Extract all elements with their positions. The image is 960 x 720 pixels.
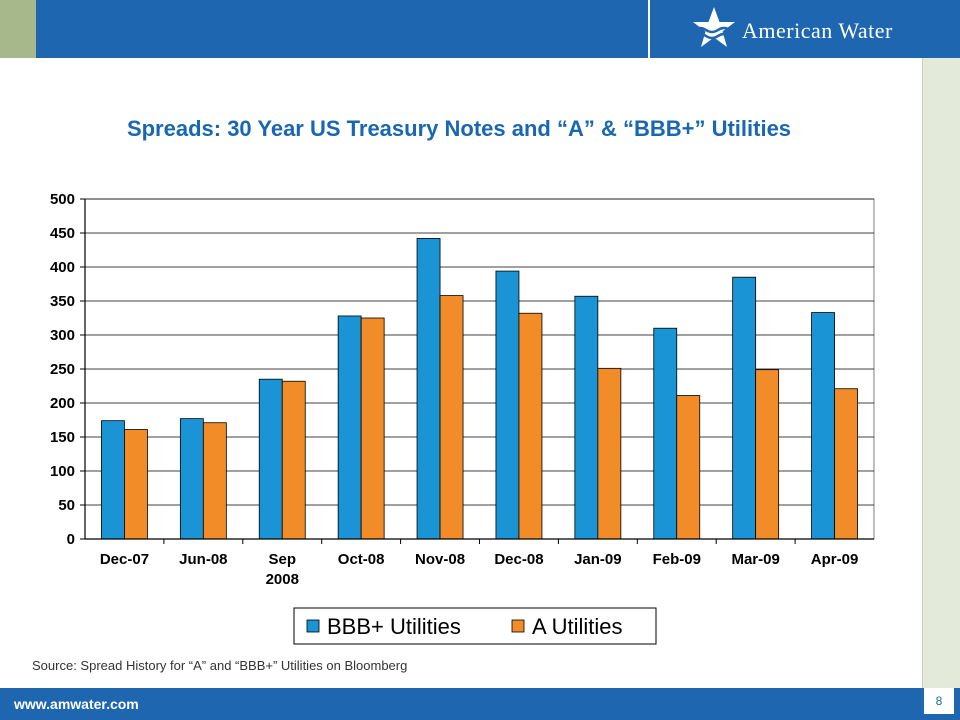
x-tick-label-line: Dec-08 xyxy=(494,551,543,568)
y-tick-label: 500 xyxy=(50,191,75,208)
side-strip xyxy=(922,58,960,688)
bar-a-utilities xyxy=(597,367,622,540)
bar-a-utilities xyxy=(834,388,858,540)
header-accent-block xyxy=(0,0,36,58)
x-tick-label-line: Jun-08 xyxy=(179,551,227,568)
bar-a-utilities xyxy=(124,429,148,540)
legend: BBB+ Utilities A Utilities xyxy=(293,607,657,645)
y-tick-label: 0 xyxy=(67,531,75,548)
website-link[interactable]: www.amwater.com xyxy=(14,696,139,712)
y-tick-label: 250 xyxy=(50,361,75,378)
x-tick-label-line: 2008 xyxy=(266,571,299,588)
y-tick-label: 50 xyxy=(58,497,75,514)
y-tick-label: 350 xyxy=(50,293,75,310)
x-tick-label: Jan-09 xyxy=(574,551,622,568)
logo-text: American Water xyxy=(742,18,893,43)
y-tick-label: 100 xyxy=(50,463,75,480)
bar-bbb-utilities xyxy=(337,315,362,540)
bar-bbb-utilities xyxy=(258,378,283,540)
page-number: 8 xyxy=(924,688,954,714)
footer-bar: www.amwater.com 8 xyxy=(0,688,960,720)
bar-chart: 0 50 100 150 200 250 300 350 400 450 500 Dec-07 Jun-… xyxy=(50,191,875,645)
bar-a-utilities xyxy=(202,422,227,540)
y-tick-label: 200 xyxy=(50,395,75,412)
x-tick-label: Sep 2008 xyxy=(266,551,299,588)
source-note: Source: Spread History for “A” and “BBB+… xyxy=(32,658,408,673)
star-water-icon xyxy=(693,7,735,47)
bar-a-utilities xyxy=(360,317,385,540)
bar-bbb-utilities xyxy=(101,420,125,540)
logo: American Water xyxy=(648,0,960,58)
x-tick-label: Dec-07 xyxy=(100,551,149,568)
y-tick-label: 300 xyxy=(50,327,75,344)
x-tick-label-line: Nov-08 xyxy=(415,551,465,568)
x-tick-label: Dec-08 xyxy=(494,551,543,568)
bar-bbb-utilities xyxy=(653,327,678,540)
x-tick-label-line: Sep xyxy=(268,551,296,568)
x-tick-label-line: Dec-07 xyxy=(100,551,149,568)
bar-bbb-utilities xyxy=(732,276,757,540)
x-tick-label: Feb-09 xyxy=(653,551,701,568)
chart-title: Spreads: 30 Year US Treasury Notes and “… xyxy=(126,116,792,141)
x-tick-label: Nov-08 xyxy=(415,551,465,568)
bar-a-utilities xyxy=(755,369,780,540)
bar-bbb-utilities xyxy=(811,312,835,540)
x-tick-label-line: Mar-09 xyxy=(731,551,779,568)
x-tick-label: Mar-09 xyxy=(731,551,779,568)
y-tick-label: 400 xyxy=(50,259,75,276)
bar-bbb-utilities xyxy=(574,295,599,540)
header-bar: American Water xyxy=(0,0,960,58)
bar-bbb-utilities xyxy=(179,418,204,540)
x-tick-label: Apr-09 xyxy=(811,551,859,568)
bar-bbb-utilities xyxy=(416,238,441,540)
legend-swatch-bbb xyxy=(306,619,320,633)
legend-box xyxy=(293,607,657,645)
x-tick-label: Jun-08 xyxy=(179,551,227,568)
legend-swatch-a xyxy=(511,619,525,633)
legend-label-a: A Utilities xyxy=(532,614,622,639)
x-tick-label-line: Apr-09 xyxy=(811,551,859,568)
y-tick-label: 150 xyxy=(50,429,75,446)
y-tick-label: 450 xyxy=(50,225,75,242)
bar-a-utilities xyxy=(518,312,543,540)
bar-a-utilities xyxy=(281,380,306,540)
bar-bbb-utilities xyxy=(495,270,520,540)
bar-a-utilities xyxy=(439,295,464,540)
x-tick-label-line: Feb-09 xyxy=(653,551,701,568)
bar-a-utilities xyxy=(676,395,701,540)
x-tick-label-line: Oct-08 xyxy=(338,551,385,568)
x-tick-label: Oct-08 xyxy=(338,551,385,568)
legend-label-bbb: BBB+ Utilities xyxy=(327,614,461,639)
x-tick-label-line: Jan-09 xyxy=(574,551,622,568)
